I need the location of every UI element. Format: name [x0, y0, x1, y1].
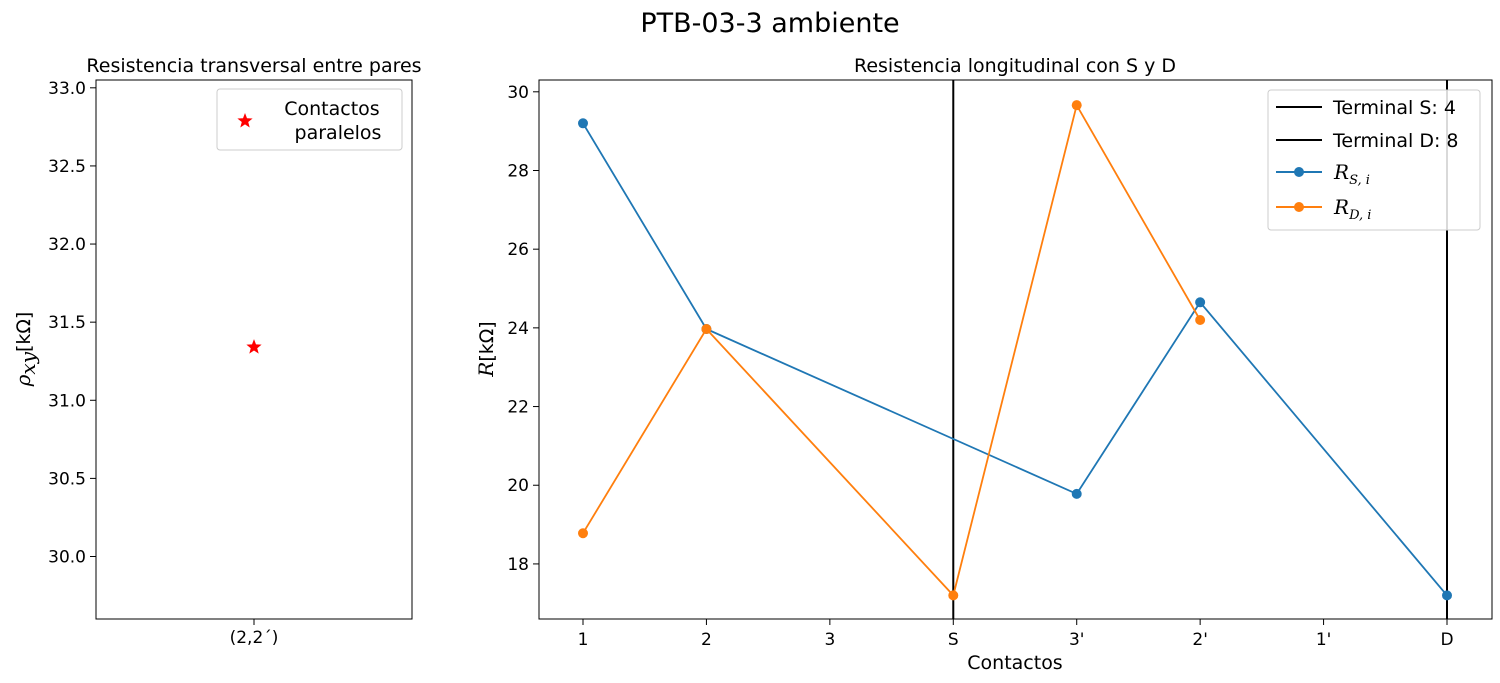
- x-tick-label: 3': [1069, 630, 1085, 650]
- data-point-star: [246, 339, 262, 354]
- data-point: [1195, 297, 1206, 308]
- left-chart-plot-area: [246, 339, 262, 354]
- right-chart-y-label: R[kΩ]: [474, 321, 498, 377]
- right-chart-plot-area: [578, 100, 1452, 601]
- right-chart-y-label-unit: [kΩ]: [476, 321, 498, 361]
- legend-label-rs-sub: S, i: [1349, 173, 1370, 188]
- left-chart: Resistencia transversal entre pares 30.0…: [11, 55, 422, 648]
- data-point: [701, 324, 712, 335]
- y-tick-label: 30.0: [48, 548, 86, 568]
- data-point: [1071, 488, 1082, 499]
- y-tick-label: 18: [507, 555, 529, 575]
- y-tick-label: 31.0: [48, 391, 86, 411]
- data-point: [948, 590, 959, 601]
- x-tick-label: 2': [1192, 630, 1208, 650]
- right-chart-x-axis: 1 2 3 S 3' 2' 1' D: [578, 619, 1454, 650]
- legend-label-rs: RS, i: [1333, 160, 1370, 188]
- left-chart-title: Resistencia transversal entre pares: [86, 55, 421, 77]
- legend-label-rs-main: R: [1333, 160, 1349, 184]
- left-chart-y-axis: 30.0 30.5 31.0 31.5 32.0 32.5 33.0: [48, 79, 96, 568]
- legend-label-rd: RD, i: [1333, 195, 1371, 223]
- y-tick-label: 26: [507, 240, 529, 260]
- left-chart-y-label-unit: [kΩ]: [13, 312, 35, 352]
- left-chart-y-label: ρxy[kΩ]: [11, 312, 40, 388]
- legend-label-rd-main: R: [1333, 195, 1349, 219]
- y-tick-label: 32.5: [48, 157, 86, 177]
- left-chart-frame: [95, 79, 413, 620]
- y-tick-label: 31.5: [48, 313, 86, 333]
- legend-label-line-1: Contactos: [284, 98, 379, 120]
- data-point: [1195, 314, 1206, 325]
- y-tick-label: 20: [507, 476, 529, 496]
- x-tick-label: 3: [824, 630, 835, 650]
- y-tick-label: 22: [507, 398, 529, 418]
- right-chart-frame: [538, 79, 1493, 620]
- legend-label-terminal-d: Terminal D: 8: [1332, 130, 1459, 152]
- legend-star-marker: [237, 113, 253, 128]
- y-tick-label: 33.0: [48, 79, 86, 99]
- right-chart-y-label-symbol: R: [474, 362, 498, 378]
- right-chart: Resistencia longitudinal con S y D 18 20 2…: [474, 55, 1493, 674]
- figure-suptitle: PTB-03-3 ambiente: [640, 8, 899, 39]
- legend-label-line-2: paralelos: [295, 122, 382, 144]
- left-chart-legend: Contactos paralelos: [216, 88, 403, 151]
- legend-label-rd-sub: D, i: [1348, 208, 1371, 223]
- x-tick-label: 2: [701, 630, 712, 650]
- legend-marker-contactos-paralelos: [237, 113, 253, 128]
- data-point: [1071, 100, 1082, 111]
- x-tick-label: 1: [578, 630, 589, 650]
- legend-marker-rs: [1294, 167, 1304, 177]
- y-tick-label: 30: [507, 83, 529, 103]
- data-point: [1442, 590, 1452, 601]
- y-tick-label: 28: [507, 161, 529, 181]
- left-chart-y-label-symbol: ρ: [11, 374, 35, 387]
- right-chart-legend: Terminal S: 4 Terminal D: 8 RS, i RD, i: [1267, 89, 1481, 231]
- left-chart-legend-box: [216, 88, 403, 151]
- left-chart-x-axis: (2,2´): [230, 619, 279, 648]
- legend-label-terminal-s: Terminal S: 4: [1332, 97, 1456, 119]
- data-point: [578, 528, 588, 539]
- right-chart-y-axis: 18 20 22 24 26 28 30: [507, 83, 539, 575]
- y-tick-label: 30.5: [48, 469, 86, 489]
- y-tick-label: 24: [507, 319, 529, 339]
- right-chart-x-label: Contactos: [967, 652, 1062, 674]
- series-line-rd: [582, 102, 1201, 598]
- data-point: [578, 118, 588, 129]
- right-chart-legend-box: [1267, 89, 1481, 231]
- x-tick-label: S: [948, 630, 959, 650]
- left-chart-y-label-subscript: xy: [16, 351, 40, 374]
- right-chart-title: Resistencia longitudinal con S y D: [854, 55, 1176, 77]
- x-tick-label: 1': [1316, 630, 1332, 650]
- y-tick-label: 32.0: [48, 235, 86, 255]
- x-tick-label: D: [1440, 630, 1453, 650]
- x-tick-label: (2,2´): [230, 628, 279, 648]
- legend-marker-rd: [1294, 202, 1304, 212]
- legend-label-contactos-paralelos: Contactos paralelos: [284, 98, 386, 144]
